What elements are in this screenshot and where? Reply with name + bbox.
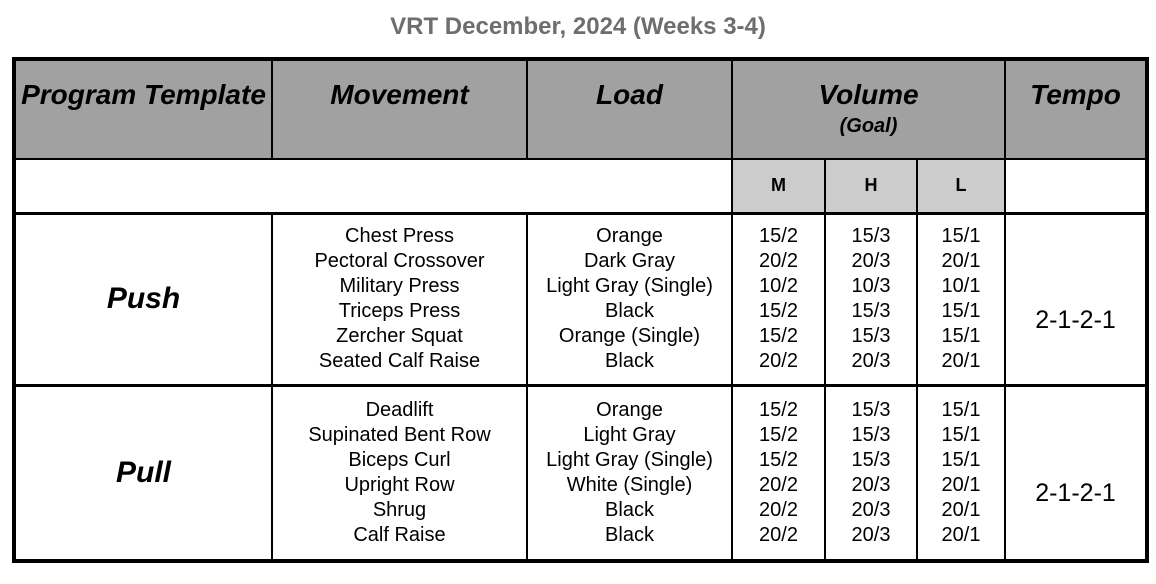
volume-m-item: 15/2	[759, 448, 798, 471]
pull-block-row: Pull Deadlift Supinated Bent Row Biceps Cu…	[13, 383, 1148, 562]
push-block-name: Push	[13, 211, 273, 386]
load-item: White (Single)	[566, 473, 693, 496]
movement-item: Zercher Squat	[336, 325, 463, 347]
volume-l-item: 20/1	[941, 250, 981, 272]
page-title: VRT December, 2024 (Weeks 3-4)	[390, 13, 766, 40]
header-movement: Movement	[271, 58, 528, 160]
push-volume-l-list: 15/1 20/1 10/1 15/1 15/1 20/1	[916, 211, 1006, 386]
movement-item: Calf Raise	[353, 523, 446, 546]
load-item: Black	[605, 350, 654, 372]
pull-volume-h-list: 15/3 15/3 15/3 20/3 20/3 20/3	[824, 383, 918, 562]
volume-l-item: 15/1	[941, 300, 981, 322]
volume-m-item: 15/2	[759, 423, 798, 446]
volume-l-item: 20/1	[941, 498, 981, 521]
volume-m-item: 20/2	[759, 498, 798, 521]
header-volume: Volume (Goal)	[731, 58, 1006, 160]
volume-l-item: 15/1	[941, 448, 981, 471]
load-item: Black	[605, 523, 654, 546]
movement-item: Pectoral Crossover	[314, 250, 485, 272]
volume-l-item: 15/1	[941, 325, 981, 347]
pull-movement-list: Deadlift Supinated Bent Row Biceps Curl Upr…	[271, 383, 528, 562]
movement-item: Military Press	[339, 275, 460, 297]
movement-item: Upright Row	[344, 473, 455, 496]
load-item: Light Gray (Single)	[546, 448, 713, 471]
movement-item: Seated Calf Raise	[318, 350, 481, 372]
volume-l-item: 15/1	[941, 225, 981, 247]
load-item: Light Gray	[583, 423, 676, 446]
volume-h-item: 15/3	[851, 300, 891, 322]
movement-item: Deadlift	[365, 398, 434, 421]
volume-h-item: 15/3	[851, 423, 891, 446]
volume-levels-row: M H L	[13, 158, 1148, 214]
volume-l-item: 15/1	[941, 398, 981, 421]
level-h-header: H	[824, 158, 918, 214]
header-volume-label: Volume	[818, 79, 919, 110]
volume-l-item: 10/1	[941, 275, 981, 297]
header-volume-goal: (Goal)	[839, 115, 898, 137]
header-load: Load	[526, 58, 733, 160]
volume-l-item: 15/1	[941, 423, 981, 446]
push-block-row: Push Chest Press Pectoral Crossover Milita…	[13, 211, 1148, 386]
pull-volume-m-list: 15/2 15/2 15/2 20/2 20/2 20/2	[731, 383, 826, 562]
volume-m-item: 15/2	[759, 325, 798, 347]
load-item: Dark Gray	[583, 250, 676, 272]
volume-h-item: 20/3	[851, 350, 891, 372]
push-volume-m-list: 15/2 20/2 10/2 15/2 15/2 20/2	[731, 211, 826, 386]
volume-m-item: 20/2	[759, 523, 798, 546]
push-tempo-cell: 2-1-2-1	[1004, 211, 1148, 386]
pull-tempo-value: 2-1-2-1	[1035, 479, 1116, 508]
sub-header-spacer-right	[1004, 158, 1148, 214]
volume-m-item: 20/2	[759, 250, 798, 272]
volume-h-item: 20/3	[851, 250, 891, 272]
volume-m-item: 10/2	[759, 275, 798, 297]
load-item: Light Gray (Single)	[546, 275, 713, 297]
push-movement-list: Chest Press Pectoral Crossover Military Pr…	[271, 211, 528, 386]
volume-h-item: 20/3	[851, 498, 891, 521]
volume-l-item: 20/1	[941, 523, 981, 546]
volume-m-item: 15/2	[759, 300, 798, 322]
volume-m-item: 20/2	[759, 350, 798, 372]
movement-item: Chest Press	[345, 225, 454, 247]
volume-m-item: 15/2	[759, 398, 798, 421]
sub-header-spacer-left	[13, 158, 733, 214]
load-item: Orange	[596, 398, 663, 421]
level-m-header: M	[731, 158, 826, 214]
load-item: Black	[605, 498, 654, 521]
load-item: Orange (Single)	[558, 325, 701, 347]
volume-h-item: 15/3	[851, 225, 891, 247]
level-l-header: L	[916, 158, 1006, 214]
load-item: Orange	[596, 225, 663, 247]
volume-m-item: 15/2	[759, 225, 798, 247]
volume-l-item: 20/1	[941, 473, 981, 496]
header-program-template: Program Template	[13, 58, 273, 160]
pull-tempo-cell: 2-1-2-1	[1004, 383, 1148, 562]
load-item: Black	[605, 300, 654, 322]
program-table: Program Template Movement Load Volume (G…	[12, 57, 1149, 563]
push-tempo-value: 2-1-2-1	[1035, 305, 1116, 334]
push-volume-h-list: 15/3 20/3 10/3 15/3 15/3 20/3	[824, 211, 918, 386]
volume-h-item: 20/3	[851, 523, 891, 546]
header-tempo: Tempo	[1004, 58, 1148, 160]
table-header-row: Program Template Movement Load Volume (G…	[13, 58, 1148, 160]
pull-block-name: Pull	[13, 383, 273, 562]
movement-item: Triceps Press	[338, 300, 461, 322]
pull-load-list: Orange Light Gray Light Gray (Single) White…	[526, 383, 733, 562]
pull-volume-l-list: 15/1 15/1 15/1 20/1 20/1 20/1	[916, 383, 1006, 562]
movement-item: Shrug	[372, 498, 427, 521]
volume-h-item: 15/3	[851, 325, 891, 347]
volume-h-item: 20/3	[851, 473, 891, 496]
volume-h-item: 15/3	[851, 398, 891, 421]
push-load-list: Orange Dark Gray Light Gray (Single) Black O…	[526, 211, 733, 386]
volume-l-item: 20/1	[941, 350, 981, 372]
movement-item: Biceps Curl	[348, 448, 451, 471]
volume-m-item: 20/2	[759, 473, 798, 496]
volume-h-item: 15/3	[851, 448, 891, 471]
movement-item: Supinated Bent Row	[308, 423, 491, 446]
volume-h-item: 10/3	[851, 275, 891, 297]
